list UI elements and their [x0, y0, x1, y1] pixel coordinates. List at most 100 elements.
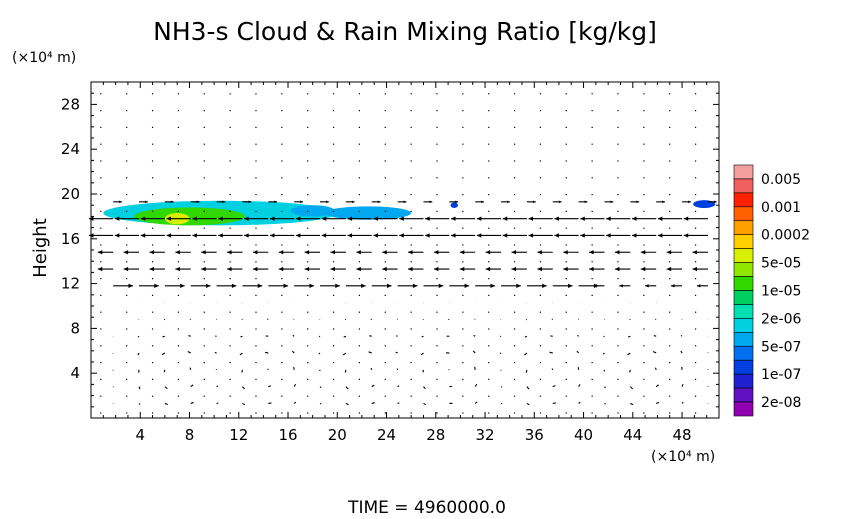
- grid-dot: [384, 412, 386, 414]
- wind-arrowhead: [632, 216, 637, 221]
- grid-dot: [151, 110, 154, 112]
- wind-vector: [524, 352, 528, 356]
- grid-dot: [100, 160, 102, 162]
- wind-arrowhead: [459, 250, 465, 255]
- grid-dot: [151, 261, 154, 263]
- wind-arrowhead: [201, 266, 206, 272]
- grid-dot: [488, 278, 490, 280]
- grid-dot: [281, 278, 283, 280]
- wind-vector: [652, 351, 657, 354]
- grid-dot: [694, 194, 697, 196]
- grid-dot: [203, 345, 205, 347]
- wind-arrowhead: [438, 283, 444, 289]
- wind-vector: [190, 384, 194, 388]
- grid-dot: [384, 227, 386, 229]
- wind-arrowhead: [192, 233, 197, 238]
- wind-vector: [190, 401, 194, 404]
- grid-dot: [436, 143, 438, 145]
- grid-dot: [436, 294, 438, 296]
- grid-dot: [694, 160, 697, 162]
- grid-dot: [126, 328, 128, 330]
- grid-dot: [384, 177, 386, 179]
- wind-arrowhead: [425, 233, 430, 238]
- wind-vector: [137, 335, 140, 338]
- grid-dot: [591, 227, 593, 229]
- wind-vector: [653, 335, 657, 337]
- x-tick-label: 32: [475, 426, 494, 444]
- grid-dot: [281, 311, 283, 313]
- grid-dot: [281, 227, 283, 229]
- grid-dot: [488, 328, 490, 330]
- grid-dot: [151, 345, 154, 347]
- grid-dot: [643, 412, 645, 414]
- grid-dot: [151, 328, 154, 330]
- grid-dot: [643, 378, 645, 380]
- wind-arrowhead: [429, 200, 433, 204]
- grid-dot: [539, 210, 542, 212]
- grid-dot: [462, 210, 464, 212]
- grid-dot: [307, 93, 309, 95]
- grid-dot: [669, 194, 671, 196]
- grid-dot: [694, 143, 697, 145]
- wind-vector: [371, 384, 375, 388]
- grid-dot: [126, 227, 128, 229]
- grid-dot: [100, 227, 102, 229]
- grid-dot: [513, 345, 516, 347]
- grid-dot: [694, 210, 697, 212]
- grid-dot: [617, 345, 619, 347]
- wind-vector: [525, 369, 528, 373]
- grid-dot: [462, 412, 464, 414]
- grid-dot: [384, 395, 386, 397]
- wind-vector: [164, 386, 168, 390]
- grid-dot: [488, 362, 490, 364]
- grid-dot: [591, 378, 593, 380]
- grid-dot: [591, 244, 593, 246]
- colorbar-swatch: [733, 262, 754, 277]
- grid-dot: [255, 244, 257, 246]
- wind-vector: [138, 403, 141, 406]
- grid-dot: [694, 412, 697, 414]
- x-tick-label: 20: [328, 426, 347, 444]
- wind-arrowhead: [166, 233, 172, 238]
- grid-dot: [332, 227, 335, 229]
- grid-dot: [643, 244, 645, 246]
- wind-arrowhead: [231, 283, 237, 289]
- grid-dot: [126, 345, 128, 347]
- grid-dot: [462, 261, 464, 263]
- grid-dot: [462, 345, 464, 347]
- wind-arrowhead: [666, 266, 672, 272]
- grid-dot: [565, 93, 567, 95]
- grid-dot: [126, 244, 128, 246]
- grid-dot: [151, 278, 154, 280]
- colorbar-swatch: [733, 220, 754, 236]
- grid-dot: [384, 378, 386, 380]
- wind-vector: [630, 402, 634, 406]
- grid-dot: [488, 244, 490, 246]
- colorbar: 0.005 0.001 0.0002 5e-05 1e-05 2e-06 5e-07 1e-0…: [733, 164, 810, 417]
- grid-dot: [539, 345, 542, 347]
- wind-arrowhead: [351, 200, 355, 204]
- wind-arrowhead: [192, 216, 197, 221]
- grid-dot: [539, 328, 542, 330]
- grid-dot: [617, 110, 619, 112]
- grid-dot: [513, 311, 516, 313]
- grid-dot: [513, 177, 516, 179]
- wind-arrowhead: [244, 216, 249, 221]
- wind-vector: [137, 352, 140, 356]
- wind-arrowhead: [140, 233, 146, 238]
- grid-dot: [513, 395, 516, 397]
- grid-dot: [384, 210, 386, 212]
- grid-dot: [229, 278, 231, 280]
- wind-arrowhead: [696, 284, 701, 288]
- x-tick-label: 8: [185, 426, 195, 444]
- grid-dot: [358, 395, 361, 397]
- wind-arrowhead: [149, 250, 154, 255]
- grid-dot: [462, 227, 464, 229]
- grid-dot: [255, 227, 257, 229]
- wind-vector: [343, 335, 347, 338]
- y-tick-label: 28: [61, 95, 80, 113]
- grid-dot: [281, 378, 283, 380]
- grid-dot: [643, 294, 645, 296]
- grid-dot: [177, 227, 180, 229]
- grid-dot: [462, 328, 464, 330]
